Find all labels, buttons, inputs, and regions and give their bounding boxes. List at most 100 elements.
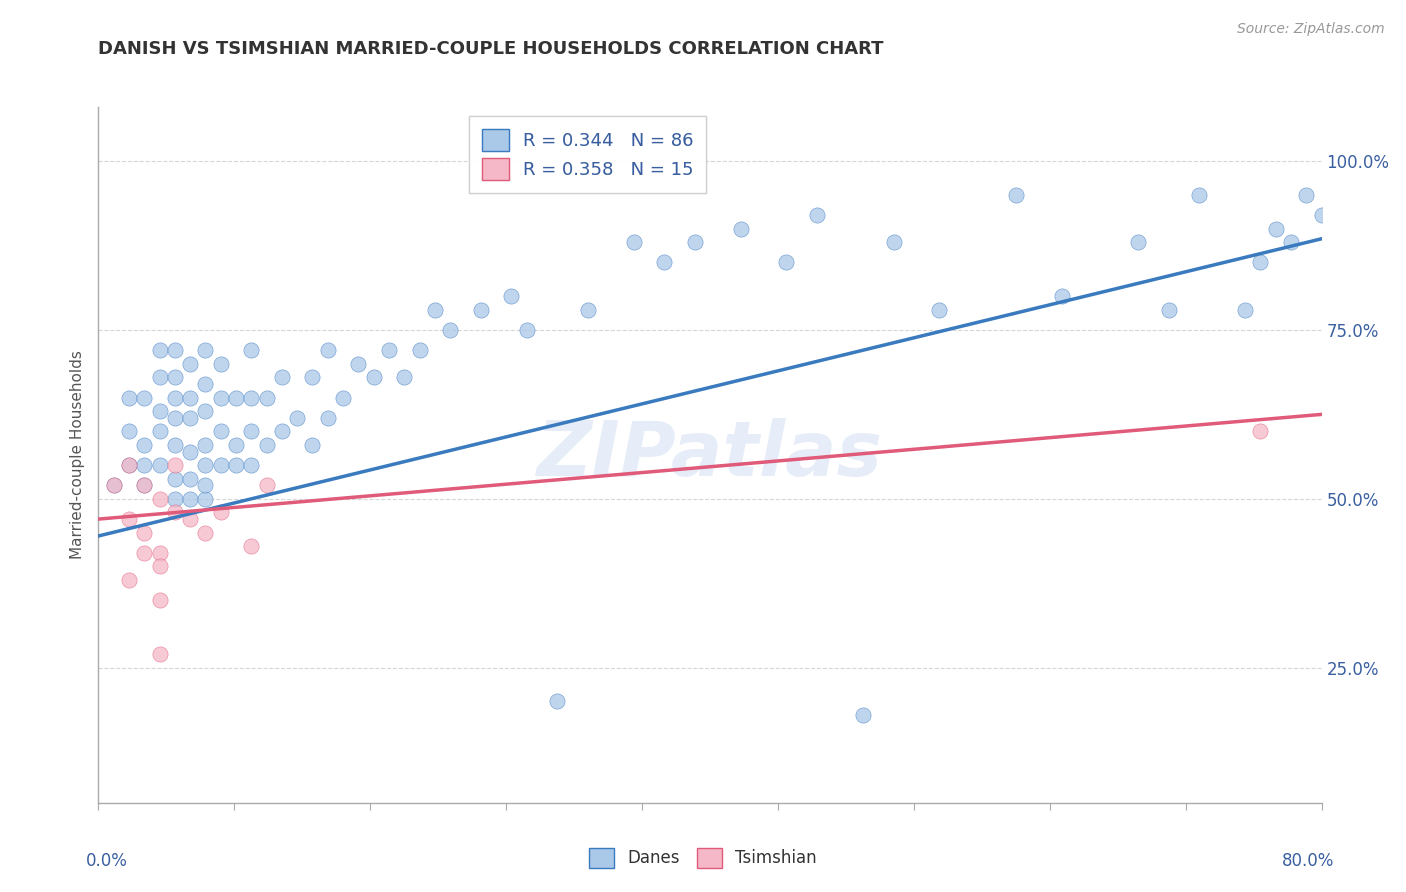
Point (270, 370, 292, 384)
Point (163, 410, 186, 425)
Point (240, 424, 263, 438)
Point (149, 424, 172, 438)
Point (118, 391, 141, 405)
Point (134, 478, 156, 492)
Point (730, 221, 752, 235)
Point (179, 512, 201, 526)
Point (363, 370, 385, 384)
Point (149, 491, 172, 506)
Point (163, 491, 186, 506)
Point (623, 235, 645, 249)
Point (316, 410, 339, 425)
Point (163, 458, 186, 472)
Point (240, 539, 263, 553)
Point (179, 444, 201, 458)
Point (392, 370, 416, 384)
Point (240, 343, 263, 358)
Point (118, 458, 141, 472)
Point (179, 472, 201, 486)
Point (1249, 255, 1271, 269)
Point (194, 404, 217, 418)
Point (1310, 208, 1333, 222)
Point (209, 505, 232, 519)
Point (240, 458, 263, 472)
Point (194, 525, 217, 540)
Point (928, 302, 950, 317)
Point (225, 458, 247, 472)
Point (1264, 221, 1286, 235)
Point (118, 458, 141, 472)
Text: Source: ZipAtlas.com: Source: ZipAtlas.com (1237, 22, 1385, 37)
Point (163, 343, 186, 358)
Point (546, 694, 568, 708)
Point (118, 512, 141, 526)
Point (179, 410, 201, 425)
Point (256, 478, 278, 492)
Point (683, 235, 706, 249)
Point (209, 424, 232, 438)
Point (378, 343, 401, 358)
Point (194, 458, 217, 472)
Point (1004, 187, 1026, 202)
Point (1295, 187, 1317, 202)
Point (270, 424, 292, 438)
Point (240, 391, 263, 405)
Point (1234, 302, 1257, 317)
Point (209, 458, 232, 472)
Point (134, 525, 156, 540)
Point (439, 323, 461, 337)
Point (1279, 235, 1302, 249)
Legend: R = 0.344   N = 86, R = 0.358   N = 15: R = 0.344 N = 86, R = 0.358 N = 15 (470, 116, 706, 193)
Point (163, 505, 186, 519)
Point (134, 458, 156, 472)
Point (256, 391, 278, 405)
Point (149, 559, 172, 574)
Point (301, 370, 323, 384)
Point (118, 424, 141, 438)
Y-axis label: Married-couple Households: Married-couple Households (69, 351, 84, 559)
Point (285, 410, 308, 425)
Text: DANISH VS TSIMSHIAN MARRIED-COUPLE HOUSEHOLDS CORRELATION CHART: DANISH VS TSIMSHIAN MARRIED-COUPLE HOUSE… (98, 40, 884, 58)
Point (103, 478, 125, 492)
Point (1157, 302, 1180, 317)
Point (883, 235, 905, 249)
Point (408, 343, 430, 358)
Point (209, 357, 232, 371)
Point (316, 343, 339, 358)
Point (194, 478, 217, 492)
Point (347, 357, 370, 371)
Point (516, 323, 538, 337)
Point (501, 289, 523, 303)
Point (149, 546, 172, 560)
Point (149, 370, 172, 384)
Point (163, 438, 186, 452)
Point (163, 370, 186, 384)
Point (134, 438, 156, 452)
Text: 0.0%: 0.0% (86, 852, 128, 870)
Point (806, 208, 828, 222)
Point (652, 255, 675, 269)
Point (134, 391, 156, 405)
Text: 80.0%: 80.0% (1281, 852, 1334, 870)
Point (225, 391, 247, 405)
Point (194, 343, 217, 358)
Point (1050, 289, 1073, 303)
Legend: Danes, Tsimshian: Danes, Tsimshian (582, 841, 824, 875)
Point (163, 472, 186, 486)
Point (256, 438, 278, 452)
Point (209, 391, 232, 405)
Point (225, 438, 247, 452)
Point (179, 491, 201, 506)
Point (149, 647, 172, 661)
Point (149, 404, 172, 418)
Point (194, 438, 217, 452)
Point (852, 708, 875, 723)
Point (423, 302, 446, 317)
Point (163, 391, 186, 405)
Point (775, 255, 797, 269)
Point (576, 302, 599, 317)
Point (103, 478, 125, 492)
Point (194, 376, 217, 391)
Point (301, 438, 323, 452)
Point (332, 391, 354, 405)
